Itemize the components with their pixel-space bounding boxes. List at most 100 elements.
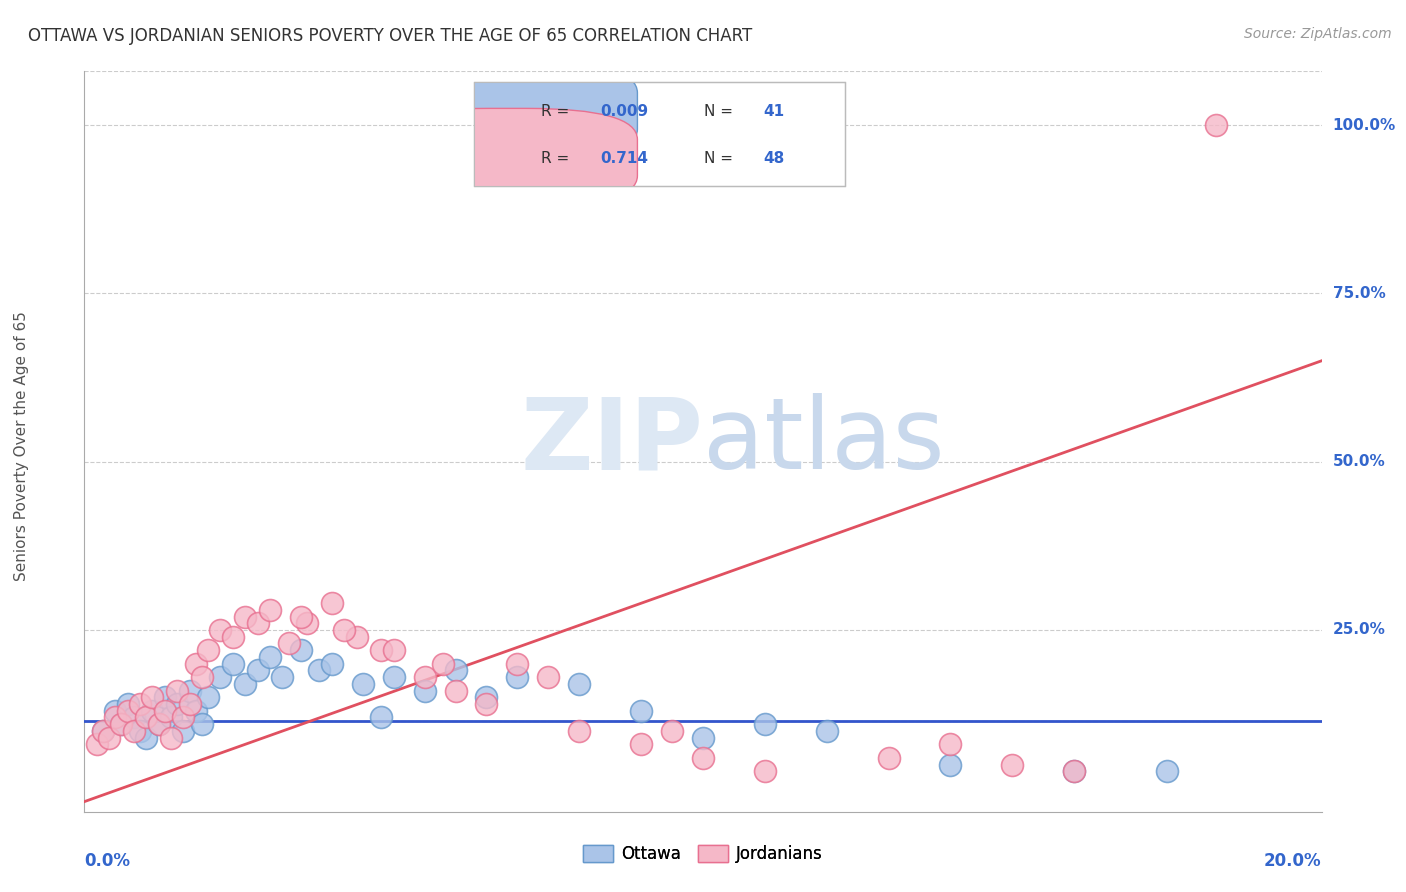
- Point: [148, 717, 170, 731]
- Text: 25.0%: 25.0%: [1333, 623, 1386, 638]
- Point: [290, 643, 312, 657]
- Point: [754, 717, 776, 731]
- Point: [444, 664, 467, 678]
- Point: [630, 738, 652, 752]
- Point: [1063, 764, 1085, 779]
- Point: [506, 670, 529, 684]
- Point: [568, 723, 591, 738]
- Point: [321, 596, 343, 610]
- Point: [86, 738, 108, 752]
- Point: [179, 697, 201, 711]
- Point: [104, 710, 127, 724]
- Point: [233, 677, 256, 691]
- Point: [877, 751, 900, 765]
- Point: [692, 731, 714, 745]
- Point: [122, 723, 145, 738]
- Point: [153, 690, 176, 705]
- Point: [104, 704, 127, 718]
- Point: [172, 723, 194, 738]
- Text: 20.0%: 20.0%: [1264, 853, 1322, 871]
- Text: 0.0%: 0.0%: [84, 853, 131, 871]
- Point: [413, 683, 436, 698]
- Point: [295, 616, 318, 631]
- Point: [197, 643, 219, 657]
- Text: atlas: atlas: [703, 393, 945, 490]
- Point: [333, 623, 356, 637]
- Point: [754, 764, 776, 779]
- Text: 75.0%: 75.0%: [1333, 286, 1385, 301]
- Point: [117, 697, 139, 711]
- Point: [246, 664, 269, 678]
- Point: [129, 723, 152, 738]
- Point: [246, 616, 269, 631]
- Point: [537, 670, 560, 684]
- Point: [444, 683, 467, 698]
- Point: [346, 630, 368, 644]
- Point: [370, 643, 392, 657]
- Text: Seniors Poverty Over the Age of 65: Seniors Poverty Over the Age of 65: [14, 311, 28, 581]
- Point: [290, 609, 312, 624]
- Point: [148, 717, 170, 731]
- Point: [122, 710, 145, 724]
- Text: OTTAWA VS JORDANIAN SENIORS POVERTY OVER THE AGE OF 65 CORRELATION CHART: OTTAWA VS JORDANIAN SENIORS POVERTY OVER…: [28, 27, 752, 45]
- Point: [370, 710, 392, 724]
- Text: 100.0%: 100.0%: [1333, 118, 1396, 133]
- Point: [259, 649, 281, 664]
- Point: [692, 751, 714, 765]
- Point: [160, 731, 183, 745]
- Point: [1156, 764, 1178, 779]
- Point: [413, 670, 436, 684]
- Text: 50.0%: 50.0%: [1333, 454, 1385, 469]
- Point: [630, 704, 652, 718]
- Point: [308, 664, 330, 678]
- Point: [321, 657, 343, 671]
- Point: [135, 731, 157, 745]
- Point: [91, 723, 114, 738]
- Point: [1205, 118, 1227, 132]
- Point: [352, 677, 374, 691]
- Legend: Ottawa, Jordanians: Ottawa, Jordanians: [576, 838, 830, 870]
- Point: [166, 683, 188, 698]
- Point: [271, 670, 294, 684]
- Point: [1001, 757, 1024, 772]
- Point: [506, 657, 529, 671]
- Point: [110, 717, 132, 731]
- Point: [160, 710, 183, 724]
- Point: [939, 757, 962, 772]
- Point: [475, 690, 498, 705]
- Point: [815, 723, 838, 738]
- Point: [209, 670, 232, 684]
- Point: [98, 731, 121, 745]
- Point: [153, 704, 176, 718]
- Point: [129, 697, 152, 711]
- Point: [184, 657, 207, 671]
- Point: [382, 643, 405, 657]
- Point: [432, 657, 454, 671]
- Point: [233, 609, 256, 624]
- Point: [110, 717, 132, 731]
- Point: [141, 704, 163, 718]
- Point: [661, 723, 683, 738]
- Point: [222, 657, 245, 671]
- Point: [191, 670, 214, 684]
- Point: [568, 677, 591, 691]
- Point: [184, 704, 207, 718]
- Point: [141, 690, 163, 705]
- Text: ZIP: ZIP: [520, 393, 703, 490]
- Text: Source: ZipAtlas.com: Source: ZipAtlas.com: [1244, 27, 1392, 41]
- Point: [91, 723, 114, 738]
- Point: [166, 697, 188, 711]
- Point: [135, 710, 157, 724]
- Point: [1063, 764, 1085, 779]
- Point: [939, 738, 962, 752]
- Point: [222, 630, 245, 644]
- Point: [382, 670, 405, 684]
- Point: [179, 683, 201, 698]
- Point: [191, 717, 214, 731]
- Point: [197, 690, 219, 705]
- Point: [277, 636, 299, 650]
- Point: [117, 704, 139, 718]
- Point: [475, 697, 498, 711]
- Point: [209, 623, 232, 637]
- Point: [172, 710, 194, 724]
